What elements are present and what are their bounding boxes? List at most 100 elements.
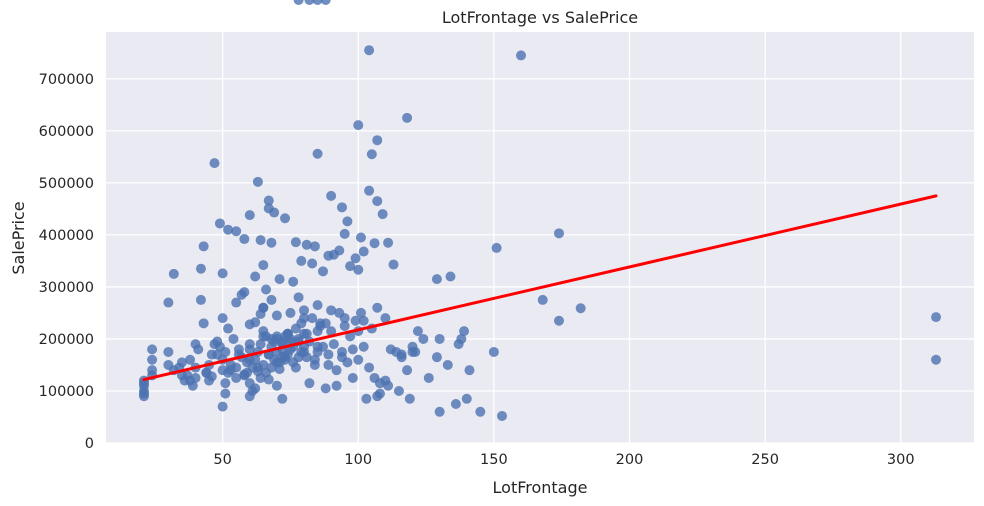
- scatter-point: [228, 333, 239, 344]
- scatter-point: [220, 378, 231, 389]
- scatter-point: [366, 149, 377, 160]
- scatter-point: [271, 357, 282, 368]
- scatter-point: [402, 112, 413, 123]
- scatter-point: [261, 284, 272, 295]
- scatter-point: [185, 354, 196, 365]
- regression-line: [142, 194, 938, 382]
- scatter-point: [553, 228, 564, 239]
- scatter-point: [383, 237, 394, 248]
- scatter-point: [250, 317, 261, 328]
- scatter-point: [198, 241, 209, 252]
- scatter-point: [304, 0, 315, 5]
- scatter-point: [263, 203, 274, 214]
- scatter-point: [497, 410, 508, 421]
- scatter-point: [931, 354, 942, 365]
- scatter-point: [453, 339, 464, 350]
- scatter-point: [212, 349, 223, 360]
- y-axis-ticks: 0 100000 200000 300000 400000 500000 600000 700…: [39, 72, 94, 452]
- scatter-point: [339, 313, 350, 324]
- scatter-point: [301, 352, 312, 363]
- scatter-point: [263, 374, 274, 385]
- scatter-point: [206, 371, 217, 382]
- scatter-point: [361, 393, 372, 404]
- y-tick-label: 0: [85, 436, 94, 452]
- scatter-point: [353, 264, 364, 275]
- scatter-point: [516, 50, 527, 61]
- y-tick-label: 600000: [39, 124, 94, 140]
- y-tick-label: 100000: [39, 384, 94, 400]
- scatter-point: [355, 232, 366, 243]
- scatter-point: [244, 210, 255, 221]
- scatter-point: [263, 195, 274, 206]
- scatter-point: [231, 226, 242, 237]
- scatter-point: [168, 268, 179, 279]
- scatter-point: [244, 354, 255, 365]
- y-axis-label: SalePrice: [9, 201, 28, 274]
- scatter-point: [331, 380, 342, 391]
- scatter-point: [364, 362, 375, 373]
- scatter-point: [372, 302, 383, 313]
- scatter-point: [328, 339, 339, 350]
- scatter-point: [331, 365, 342, 376]
- data-points: [138, 0, 942, 421]
- scatter-point: [312, 300, 323, 311]
- scatter-point: [217, 268, 228, 279]
- scatter-point: [304, 378, 315, 389]
- scatter-point: [464, 365, 475, 376]
- scatter-point: [220, 388, 231, 399]
- scatter-point: [290, 237, 301, 248]
- scatter-point: [266, 237, 277, 248]
- scatter-point: [347, 372, 358, 383]
- scatter-point: [223, 224, 234, 235]
- scatter-point: [431, 352, 442, 363]
- x-tick-label: 150: [480, 452, 508, 468]
- y-tick-label: 500000: [39, 176, 94, 192]
- scatter-point: [288, 276, 299, 287]
- scatter-point: [431, 274, 442, 285]
- scatter-point: [380, 313, 391, 324]
- scatter-point: [185, 375, 196, 386]
- x-tick-label: 50: [213, 452, 231, 468]
- scatter-point: [307, 313, 318, 324]
- scatter-point: [309, 241, 320, 252]
- scatter-point: [328, 249, 339, 260]
- scatter-point: [190, 339, 201, 350]
- scatter-point: [255, 308, 266, 319]
- scatter-point: [147, 354, 158, 365]
- scatter-point: [342, 216, 353, 227]
- scatter-point: [176, 370, 187, 381]
- scatter-point: [223, 323, 234, 334]
- x-tick-label: 200: [616, 452, 644, 468]
- y-tick-label: 400000: [39, 228, 94, 244]
- scatter-point: [250, 383, 261, 394]
- scatter-point: [309, 359, 320, 370]
- scatter-point: [339, 320, 350, 331]
- scatter-point: [214, 218, 225, 229]
- scatter-point: [388, 259, 399, 270]
- scatter-point: [293, 0, 304, 5]
- y-tick-label: 700000: [39, 72, 94, 88]
- scatter-point: [231, 297, 242, 308]
- scatter-point: [176, 357, 187, 368]
- scatter-point: [353, 120, 364, 131]
- scatter-point: [323, 349, 334, 360]
- x-tick-label: 300: [887, 452, 915, 468]
- scatter-point: [252, 362, 263, 373]
- scatter-point: [225, 365, 236, 376]
- scatter-point: [393, 385, 404, 396]
- scatter-point: [336, 202, 347, 213]
- scatter-point: [163, 297, 174, 308]
- x-axis-label: LotFrontage: [493, 478, 588, 497]
- scatter-point: [252, 176, 263, 187]
- y-tick-label: 200000: [39, 332, 94, 348]
- scatter-point: [364, 185, 375, 196]
- scatter-point: [147, 344, 158, 355]
- scatter-point: [217, 401, 228, 412]
- scatter-point: [350, 253, 361, 264]
- scatter-point: [277, 336, 288, 347]
- scatter-point: [195, 294, 206, 305]
- scatter-point: [138, 391, 149, 402]
- y-tick-label: 300000: [39, 280, 94, 296]
- scatter-point: [320, 0, 331, 5]
